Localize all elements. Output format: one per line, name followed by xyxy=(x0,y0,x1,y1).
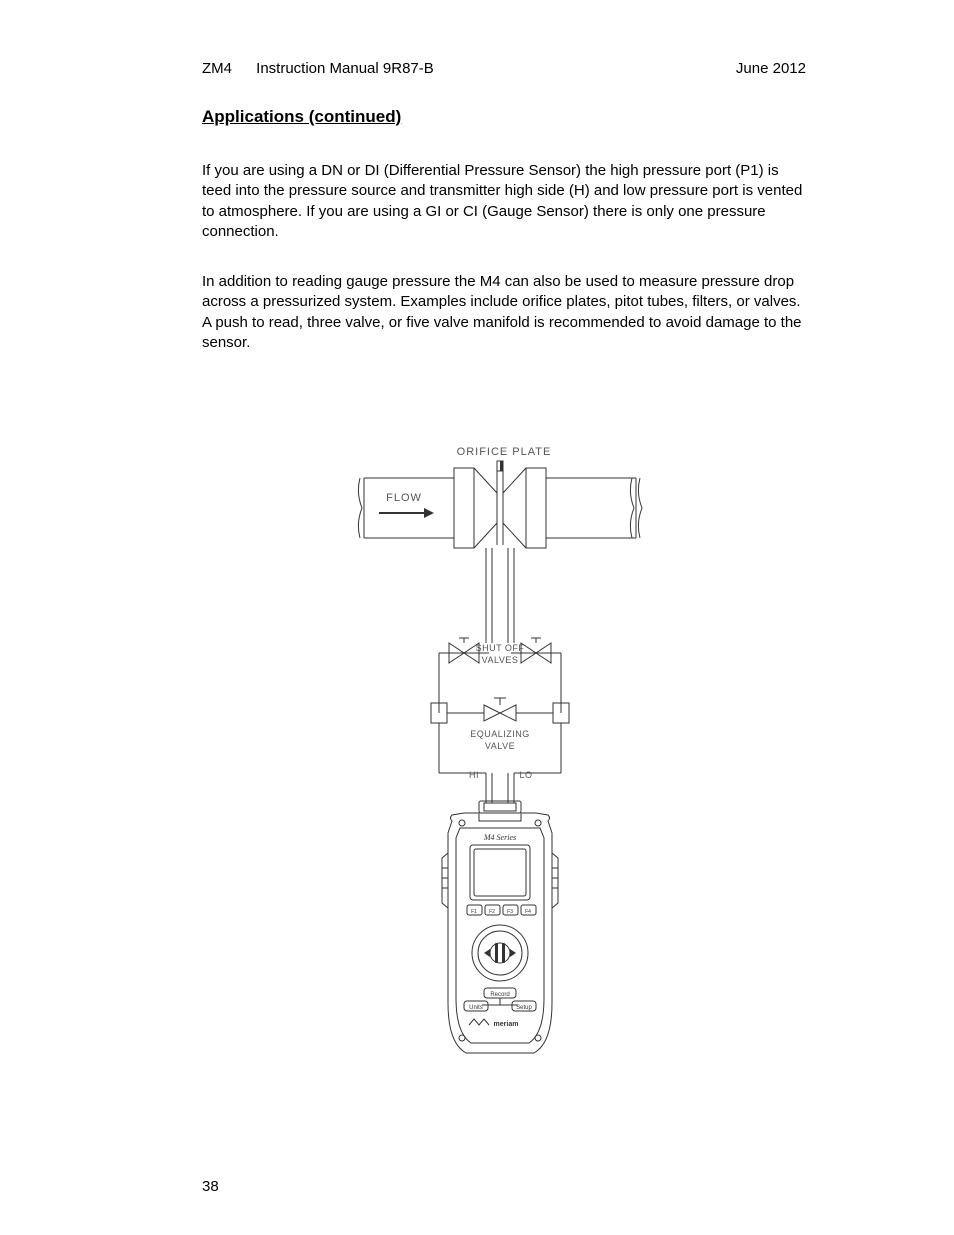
shutoff-label-1: SHUT OFF xyxy=(476,643,525,653)
brand-label: meriam xyxy=(494,1021,519,1028)
equalizing-label-2: VALVE xyxy=(485,741,515,751)
pipe-assembly xyxy=(358,461,642,548)
orifice-plate-diagram: ORIFICE PLATE xyxy=(334,443,674,1063)
page-header: ZM4 Instruction Manual 9R87-B June 2012 xyxy=(202,60,806,77)
flow-arrow-icon xyxy=(424,508,434,518)
section-title: Applications (continued) xyxy=(202,107,806,127)
svg-text:F2: F2 xyxy=(489,909,495,915)
model-label: ZM4 xyxy=(202,60,232,77)
flow-label: FLOW xyxy=(386,492,422,504)
paragraph-1: If you are using a DN or DI (Differentia… xyxy=(202,161,806,242)
orifice-plate-label: ORIFICE PLATE xyxy=(457,446,552,458)
record-button-label: Record xyxy=(490,992,509,998)
diagram-container: ORIFICE PLATE xyxy=(202,443,806,1063)
device-body: M4 Series F1 F2 F3 F4 xyxy=(442,801,558,1053)
setup-button-label: Setup xyxy=(516,1005,532,1011)
hi-label: HI xyxy=(469,770,479,780)
paragraph-2: In addition to reading gauge pressure th… xyxy=(202,272,806,353)
equalizing-label-1: EQUALIZING xyxy=(470,729,530,739)
svg-text:F1: F1 xyxy=(471,909,477,915)
device-series-label: M4 Series xyxy=(483,833,516,842)
svg-text:F4: F4 xyxy=(525,909,531,915)
shutoff-label-2: VALVES xyxy=(482,655,519,665)
units-button-label: Units xyxy=(469,1005,483,1011)
manual-label: Instruction Manual 9R87-B xyxy=(256,60,434,77)
equalizing-valve xyxy=(484,698,516,721)
date-label: June 2012 xyxy=(736,60,806,77)
svg-text:F3: F3 xyxy=(507,909,513,915)
page-number: 38 xyxy=(202,1178,219,1195)
lo-label: LO xyxy=(519,770,532,780)
